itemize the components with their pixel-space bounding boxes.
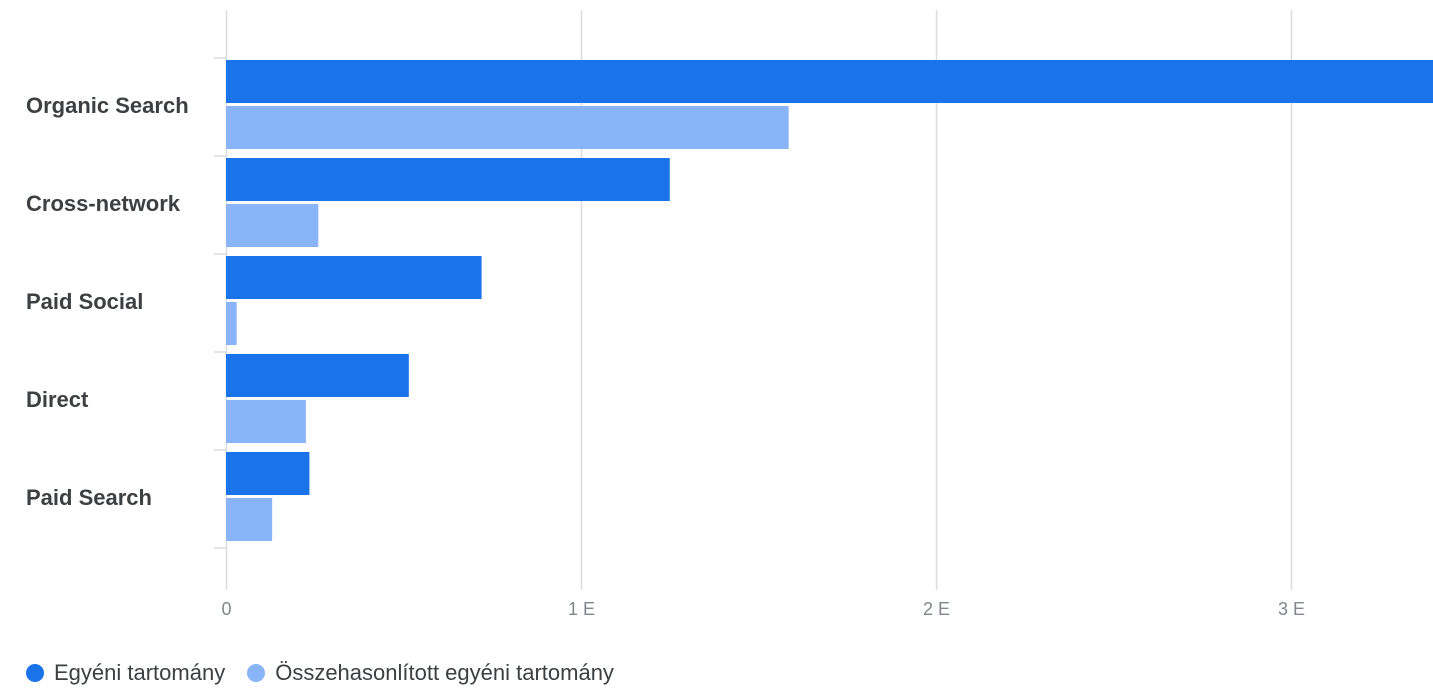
category-label-2: Paid Social [26, 289, 143, 314]
category-label-3: Direct [26, 387, 89, 412]
legend-swatch-series-1 [26, 664, 44, 682]
legend-label-series-1: Egyéni tartomány [54, 660, 226, 685]
category-label-4: Paid Search [26, 485, 152, 510]
bars [226, 60, 1433, 541]
bar-current-3[interactable] [226, 354, 409, 397]
legend-item-series-2[interactable]: Összehasonlított egyéni tartomány [247, 660, 614, 686]
legend: Egyéni tartomány Összehasonlított egyéni… [26, 660, 636, 686]
legend-label-series-2: Összehasonlított egyéni tartomány [275, 660, 614, 685]
bar-current-4[interactable] [226, 452, 310, 495]
bar-comparison-3[interactable] [226, 400, 306, 443]
legend-swatch-series-2 [247, 664, 266, 682]
bar-comparison-4[interactable] [226, 498, 273, 541]
bar-comparison-2[interactable] [226, 302, 237, 345]
x-tick-label-2: 2 E [923, 599, 950, 619]
category-labels: Organic Search Cross-network Paid Social Di… [26, 93, 189, 510]
bar-current-1[interactable] [226, 158, 670, 201]
legend-item-series-1[interactable]: Egyéni tartomány [26, 660, 225, 686]
category-label-1: Cross-network [26, 191, 181, 216]
bar-current-0[interactable] [226, 60, 1433, 103]
x-tick-label-1: 1 E [568, 599, 595, 619]
x-axis-tick-labels: 0 1 E 2 E 3 E [221, 599, 1305, 619]
bar-comparison-0[interactable] [226, 106, 789, 149]
x-tick-label-3: 3 E [1278, 599, 1305, 619]
bar-comparison-1[interactable] [226, 204, 319, 247]
x-tick-label-0: 0 [221, 599, 231, 619]
category-label-0: Organic Search [26, 93, 189, 118]
bar-current-2[interactable] [226, 256, 482, 299]
axis-tick-marks [214, 57, 226, 549]
